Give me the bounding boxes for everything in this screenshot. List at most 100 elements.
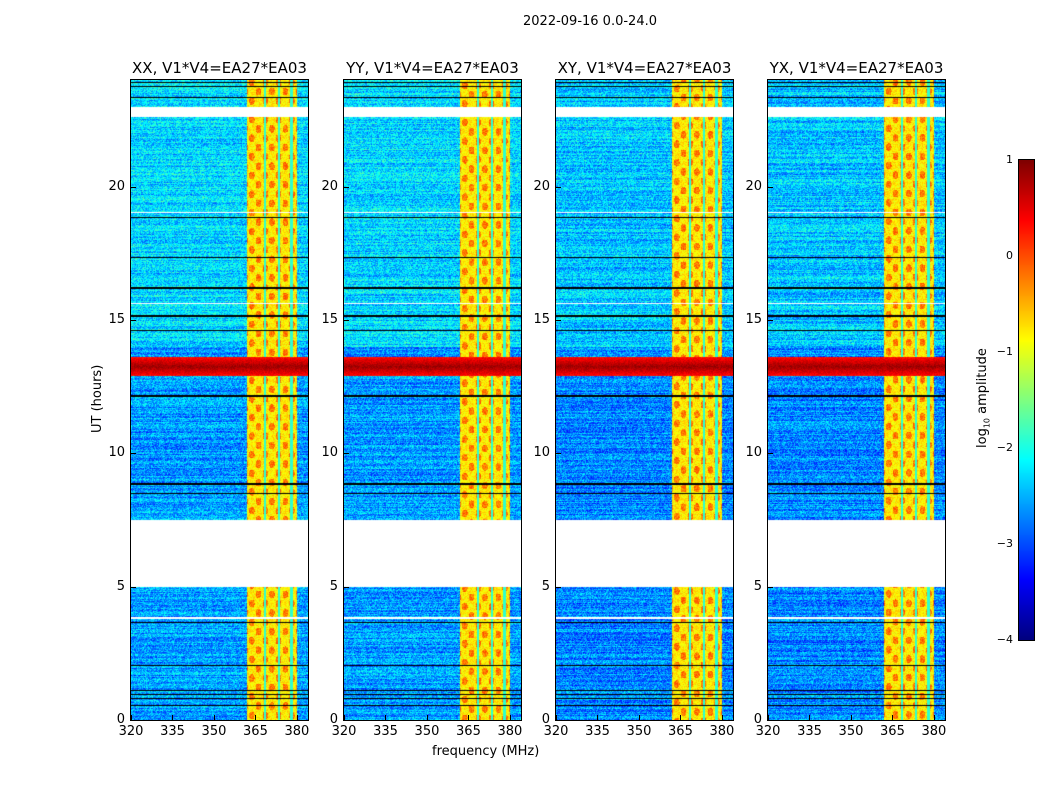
x-tick-mark <box>131 715 132 720</box>
y-tick-mark <box>768 320 773 321</box>
y-tick-label: 0 <box>541 712 550 727</box>
y-tick-label: 15 <box>745 312 762 327</box>
x-tick-mark <box>638 715 640 720</box>
x-tick-label: 335 <box>585 724 610 739</box>
x-tick-mark <box>597 715 599 720</box>
y-tick-mark <box>556 320 561 321</box>
x-tick-label: 365 <box>243 724 268 739</box>
x-tick-mark <box>850 715 852 720</box>
y-tick-label: 10 <box>745 445 762 461</box>
y-tick-label: 15 <box>533 312 550 327</box>
colorbar-gradient <box>1019 160 1034 640</box>
x-tick-label: 320 <box>331 724 357 739</box>
x-tick-label: 380 <box>284 724 310 739</box>
y-tick-mark <box>768 186 773 188</box>
x-tick-mark <box>296 715 298 720</box>
x-tick-label: 320 <box>755 724 781 739</box>
y-tick-mark <box>344 453 349 455</box>
x-tick-label: 350 <box>626 724 652 739</box>
y-tick-label: 15 <box>321 312 338 327</box>
y-tick-label: 10 <box>533 445 550 461</box>
y-tick-mark <box>556 453 561 455</box>
heatmap-image <box>768 80 945 720</box>
y-tick-label: 20 <box>321 178 338 194</box>
y-axis-label: UT (hours) <box>90 364 105 433</box>
y-tick-mark <box>344 320 349 321</box>
y-tick-label: 20 <box>533 178 550 194</box>
x-tick-mark <box>255 715 257 720</box>
colorbar-tick-label: 0 <box>1006 249 1013 262</box>
y-tick-mark <box>768 586 773 588</box>
colorbar <box>1018 159 1035 641</box>
x-tick-mark <box>385 715 387 720</box>
y-tick-label: 0 <box>753 712 762 727</box>
heatmap-panel-xy <box>555 79 734 721</box>
x-tick-label: 350 <box>838 724 864 739</box>
colorbar-tick-label: 1 <box>1006 153 1013 166</box>
y-tick-mark <box>131 453 136 455</box>
y-tick-label: 15 <box>108 312 125 327</box>
x-tick-label: 380 <box>921 724 947 739</box>
colorbar-label: log10 amplitude <box>975 348 992 448</box>
y-tick-mark <box>344 186 349 188</box>
y-tick-mark <box>556 720 561 721</box>
y-tick-mark <box>344 720 349 721</box>
y-tick-mark <box>768 453 773 455</box>
x-tick-label: 380 <box>497 724 523 739</box>
x-tick-mark <box>768 715 769 720</box>
colorbar-tick-label: −4 <box>996 633 1013 646</box>
x-tick-mark <box>809 715 811 720</box>
y-tick-mark <box>131 320 136 321</box>
y-tick-label: 5 <box>541 578 550 594</box>
panel-title: XY, V1*V4=EA27*EA03 <box>557 59 732 77</box>
colorbar-tick-label: −3 <box>996 537 1013 550</box>
heatmap-image <box>344 80 521 720</box>
y-tick-label: 0 <box>116 712 125 727</box>
x-tick-mark <box>344 715 345 720</box>
x-axis-label: frequency (MHz) <box>432 744 540 759</box>
x-tick-label: 320 <box>543 724 569 739</box>
y-tick-mark <box>556 586 561 588</box>
panel-title: YX, V1*V4=EA27*EA03 <box>769 59 944 77</box>
y-tick-label: 5 <box>329 578 338 594</box>
x-tick-label: 335 <box>373 724 398 739</box>
y-tick-mark <box>131 720 136 721</box>
y-tick-label: 20 <box>745 178 762 194</box>
y-tick-label: 10 <box>321 445 338 461</box>
x-tick-mark <box>468 715 470 720</box>
x-tick-mark <box>680 715 682 720</box>
x-tick-mark <box>509 715 511 720</box>
x-tick-label: 380 <box>709 724 735 739</box>
x-tick-label: 365 <box>668 724 693 739</box>
y-tick-mark <box>556 186 561 188</box>
y-tick-label: 5 <box>116 578 125 594</box>
panel-title: YY, V1*V4=EA27*EA03 <box>346 59 519 77</box>
y-tick-mark <box>344 586 349 588</box>
x-tick-label: 350 <box>201 724 227 739</box>
x-tick-mark <box>892 715 894 720</box>
y-tick-label: 20 <box>108 178 125 194</box>
x-tick-label: 335 <box>797 724 822 739</box>
x-tick-mark <box>556 715 557 720</box>
x-tick-mark <box>933 715 935 720</box>
heatmap-image <box>556 80 733 720</box>
x-tick-label: 350 <box>414 724 440 739</box>
y-tick-mark <box>768 720 773 721</box>
figure-title: 2022-09-16 0.0-24.0 <box>523 14 657 29</box>
heatmap-panel-yy <box>343 79 522 721</box>
x-tick-label: 335 <box>160 724 185 739</box>
x-tick-label: 365 <box>456 724 481 739</box>
y-tick-label: 10 <box>108 445 125 461</box>
colorbar-tick-label: −2 <box>996 441 1013 454</box>
x-tick-mark <box>172 715 174 720</box>
y-tick-mark <box>131 586 136 588</box>
heatmap-panel-yx <box>767 79 946 721</box>
y-tick-label: 5 <box>753 578 762 594</box>
heatmap-image <box>131 80 308 720</box>
x-tick-mark <box>721 715 723 720</box>
panel-title: XX, V1*V4=EA27*EA03 <box>132 59 307 77</box>
y-tick-mark <box>131 186 136 188</box>
colorbar-tick-label: −1 <box>996 345 1013 358</box>
x-tick-label: 365 <box>880 724 905 739</box>
